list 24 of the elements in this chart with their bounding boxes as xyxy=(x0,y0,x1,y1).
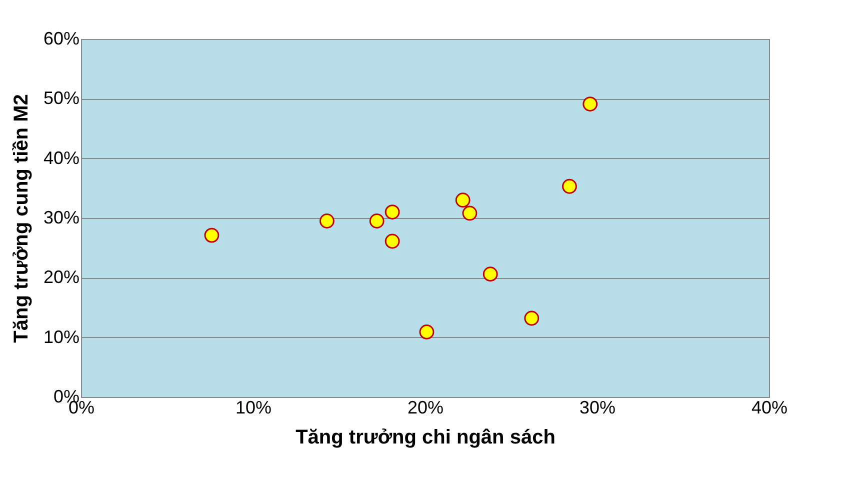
point xyxy=(482,266,498,282)
y-tick-label: 20% xyxy=(43,267,80,288)
point xyxy=(524,310,540,326)
point xyxy=(369,214,384,228)
point xyxy=(582,96,598,112)
x-tick-label: 40% xyxy=(751,398,788,418)
y-tick-label: 50% xyxy=(43,88,80,108)
point xyxy=(419,324,434,340)
point xyxy=(462,206,478,221)
y-tick-label: 10% xyxy=(43,326,80,347)
y-tick-label: 40% xyxy=(43,148,80,168)
point xyxy=(562,178,577,194)
x-tick-label: 20% xyxy=(407,398,444,418)
y-tick-label: 60% xyxy=(43,28,80,48)
x-axis-title: Tăng trưởng chi ngân sách xyxy=(296,426,556,448)
point xyxy=(320,214,334,228)
x-tick-label: 30% xyxy=(579,398,616,418)
point xyxy=(455,192,470,208)
y-axis-title: Tăng trưởng cung tiền M2 xyxy=(10,94,32,343)
x-tick-label: 10% xyxy=(235,398,272,418)
point xyxy=(384,204,400,220)
point xyxy=(384,234,400,249)
point xyxy=(204,228,220,243)
y-tick-label: 30% xyxy=(43,208,80,228)
